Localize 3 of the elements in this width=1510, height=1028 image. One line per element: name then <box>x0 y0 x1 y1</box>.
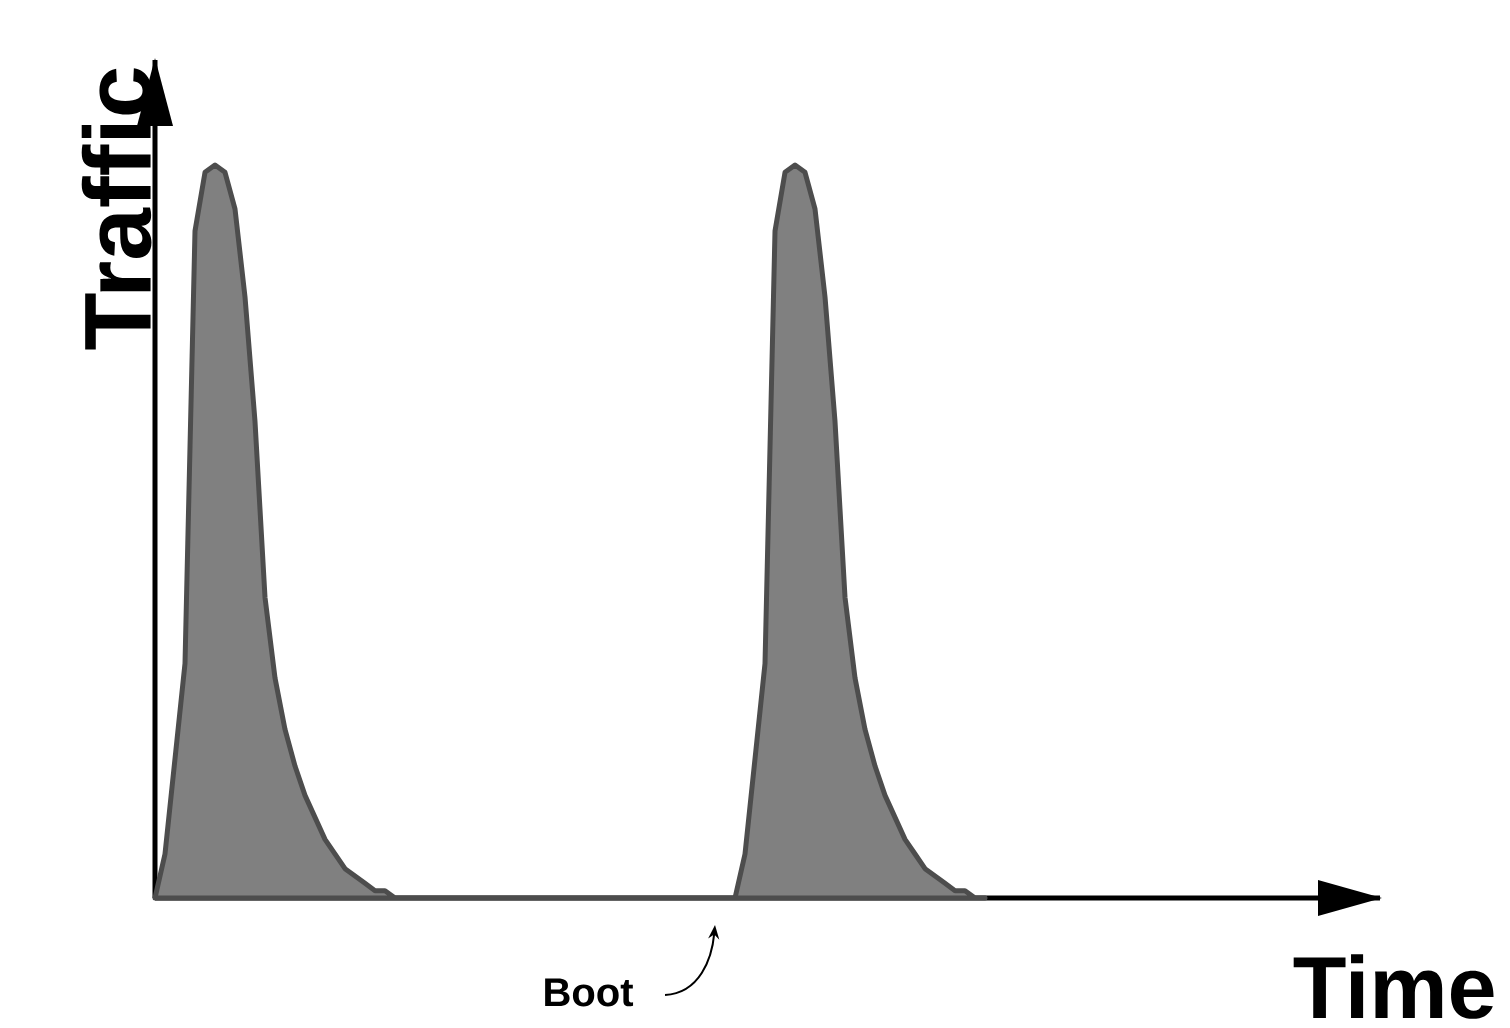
y-axis-title: Traffic <box>81 68 152 350</box>
text: Boot <box>545 978 634 1007</box>
x-axis-title: Time <box>1293 954 1494 1019</box>
